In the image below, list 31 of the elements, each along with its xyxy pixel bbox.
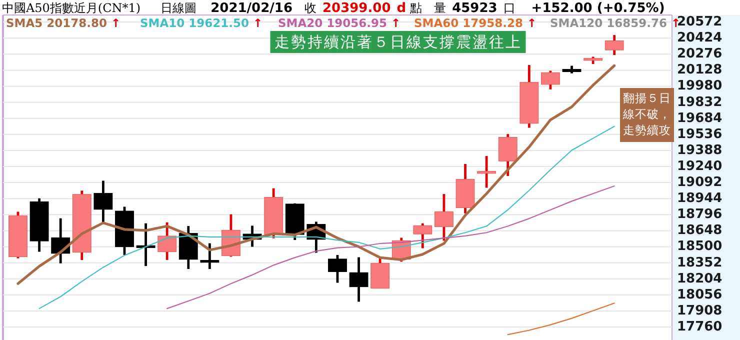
- annotation: 2021/02/16: [210, 1, 292, 16]
- y-tick-label: 19092: [677, 175, 722, 190]
- y-tick-label: 19832: [677, 94, 722, 110]
- annotation: d: [396, 1, 406, 16]
- y-tick-label: 19536: [677, 126, 722, 142]
- y-tick-label: 19684: [677, 110, 722, 126]
- y-tick-label: 18944: [677, 191, 722, 206]
- y-tick-label: 18500: [677, 239, 722, 254]
- annotation: +152.00 (+0.75%): [531, 1, 665, 16]
- annotation: 走勢持續沿著５日線支撐震盪往上: [274, 33, 522, 51]
- y-tick-label: 20128: [677, 62, 722, 78]
- title: 中國A50指數近月(CN*1): [2, 1, 141, 15]
- annotation: 點: [410, 1, 422, 15]
- y-tick-label: 17760: [677, 319, 722, 334]
- y-tick-label: 18352: [677, 255, 722, 270]
- y-tick-label: 20276: [677, 46, 722, 62]
- y-tick-label: 18056: [677, 287, 722, 302]
- subtitle: 日線圖: [160, 1, 197, 15]
- y-tick-label: 18204: [677, 271, 722, 286]
- y-tick-label: 19240: [677, 158, 722, 174]
- y-tick-label: 20424: [677, 30, 722, 46]
- annotation: 量: [434, 1, 446, 15]
- annotation: 口: [503, 1, 516, 15]
- annotation: 45923: [452, 1, 498, 16]
- y-tick-label: 17908: [677, 303, 722, 318]
- y-tick-label: 19388: [677, 142, 722, 158]
- y-tick-label: 18648: [677, 223, 722, 238]
- annotation: 收: [304, 1, 316, 15]
- y-tick-label: 19980: [677, 78, 722, 94]
- annotation: 20399.00: [322, 1, 391, 16]
- y-tick-label: 18796: [677, 207, 722, 222]
